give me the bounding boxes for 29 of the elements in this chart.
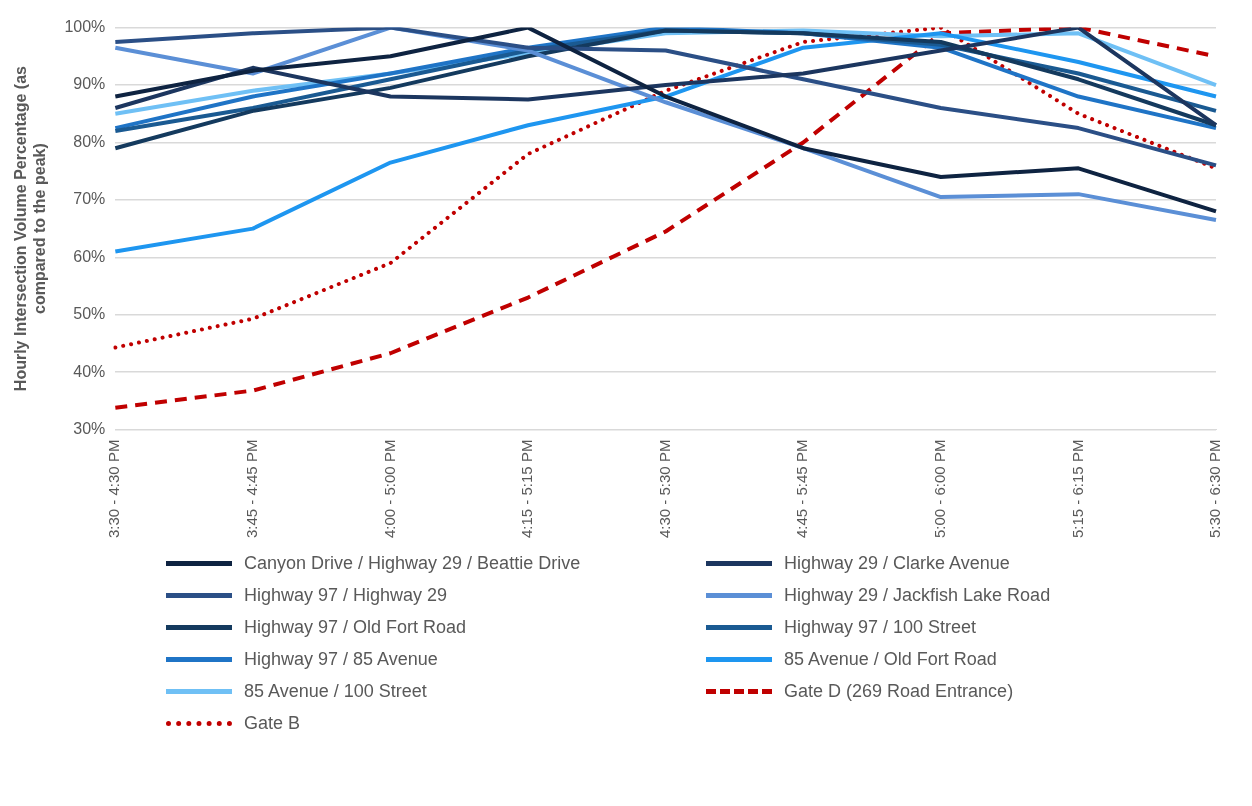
legend-label: Highway 29 / Clarke Avenue	[784, 552, 1010, 574]
x-tick-label: 5:00 - 6:00 PM	[930, 439, 948, 538]
legend-label: Highway 97 / Old Fort Road	[244, 616, 467, 638]
legend-label: Highway 97 / 100 Street	[784, 616, 977, 638]
x-tick-label: 5:30 - 6:30 PM	[1206, 439, 1224, 538]
y-tick-label: 70%	[73, 190, 106, 208]
legend-label: Highway 97 / 85 Avenue	[244, 648, 438, 670]
legend-label: Canyon Drive / Highway 29 / Beattie Drive	[244, 552, 581, 574]
legend-label: Highway 97 / Highway 29	[244, 584, 448, 606]
legend-label: 85 Avenue / Old Fort Road	[784, 648, 997, 670]
legend-label: Gate B	[244, 712, 301, 734]
y-axis-title: Hourly Intersection Volume Percentage (as compared to the peak)	[12, 65, 49, 392]
legend-label: 85 Avenue / 100 Street	[244, 680, 427, 702]
y-tick-label: 60%	[73, 247, 106, 265]
y-tick-label: 40%	[73, 362, 106, 380]
legend-label: Highway 29 / Jackfish Lake Road	[784, 584, 1051, 606]
y-tick-label: 50%	[73, 305, 106, 323]
y-tick-label: 30%	[73, 420, 106, 438]
x-tick-label: 4:45 - 5:45 PM	[793, 439, 811, 538]
y-tick-label: 80%	[73, 132, 106, 150]
x-tick-label: 4:30 - 5:30 PM	[655, 439, 673, 538]
x-tick-label: 3:30 - 4:30 PM	[105, 439, 123, 538]
legend-label: Gate D (269 Road Entrance)	[784, 680, 1014, 702]
x-tick-label: 5:15 - 6:15 PM	[1068, 439, 1086, 538]
y-tick-label: 100%	[64, 18, 106, 36]
y-tick-label: 90%	[73, 75, 106, 93]
x-tick-label: 4:15 - 5:15 PM	[518, 439, 536, 538]
x-tick-label: 4:00 - 5:00 PM	[380, 439, 398, 538]
x-tick-label: 3:45 - 4:45 PM	[243, 439, 261, 538]
